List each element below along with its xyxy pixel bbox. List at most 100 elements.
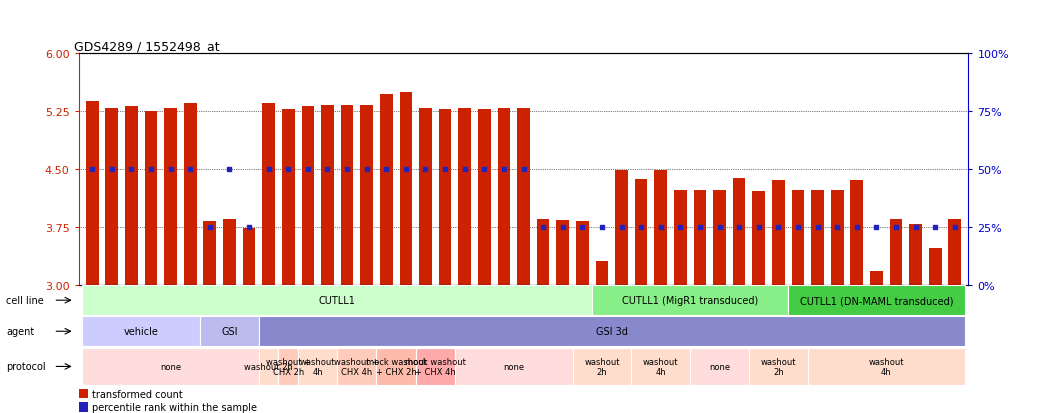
Point bbox=[652, 224, 669, 230]
Bar bbox=[870, 271, 883, 285]
Bar bbox=[83, 317, 200, 346]
Bar bbox=[634, 179, 647, 285]
Bar bbox=[949, 219, 961, 285]
Point bbox=[378, 166, 395, 173]
Point bbox=[476, 166, 493, 173]
Point bbox=[515, 166, 532, 173]
Point bbox=[888, 224, 905, 230]
Point bbox=[495, 166, 512, 173]
Bar bbox=[263, 104, 275, 285]
Bar bbox=[556, 220, 570, 285]
Bar bbox=[380, 95, 393, 285]
Bar bbox=[690, 348, 749, 385]
Point bbox=[868, 224, 885, 230]
Point bbox=[632, 224, 649, 230]
Text: none: none bbox=[709, 362, 730, 371]
Bar bbox=[772, 180, 784, 285]
Point bbox=[280, 166, 296, 173]
Bar bbox=[674, 190, 687, 285]
Point bbox=[848, 224, 865, 230]
Bar bbox=[321, 106, 334, 285]
Bar bbox=[83, 286, 593, 316]
Bar bbox=[377, 348, 416, 385]
Bar bbox=[593, 286, 788, 316]
Text: mock washout
+ CHX 2h: mock washout + CHX 2h bbox=[365, 357, 426, 376]
Text: GSI: GSI bbox=[221, 326, 238, 337]
Point bbox=[124, 166, 140, 173]
Bar bbox=[360, 105, 373, 285]
Point bbox=[417, 166, 433, 173]
Text: cell line: cell line bbox=[6, 295, 44, 306]
Text: washout +
CHX 2h: washout + CHX 2h bbox=[266, 357, 311, 376]
Point bbox=[319, 166, 336, 173]
Point bbox=[789, 224, 806, 230]
Text: CUTLL1: CUTLL1 bbox=[319, 295, 356, 306]
Bar bbox=[788, 286, 964, 316]
Point bbox=[574, 224, 591, 230]
Point bbox=[241, 224, 258, 230]
Point bbox=[338, 166, 355, 173]
Text: CUTLL1 (MigR1 transduced): CUTLL1 (MigR1 transduced) bbox=[622, 295, 758, 306]
Bar bbox=[713, 191, 726, 285]
Point bbox=[299, 166, 316, 173]
Point bbox=[711, 224, 728, 230]
Bar bbox=[576, 221, 588, 285]
Text: agent: agent bbox=[6, 326, 35, 337]
Text: GSI 3d: GSI 3d bbox=[596, 326, 627, 337]
Text: mock washout
+ CHX 4h: mock washout + CHX 4h bbox=[405, 357, 466, 376]
Bar bbox=[830, 191, 844, 285]
Bar bbox=[596, 261, 608, 285]
Point bbox=[456, 166, 473, 173]
Text: none: none bbox=[160, 362, 181, 371]
Bar bbox=[223, 219, 236, 285]
Bar bbox=[83, 348, 259, 385]
Bar bbox=[200, 317, 259, 346]
Point bbox=[809, 224, 826, 230]
Bar bbox=[477, 110, 491, 285]
Text: percentile rank within the sample: percentile rank within the sample bbox=[92, 402, 257, 412]
Point bbox=[907, 224, 923, 230]
Bar bbox=[439, 110, 451, 285]
Bar bbox=[184, 104, 197, 285]
Point bbox=[692, 224, 709, 230]
Point bbox=[731, 224, 748, 230]
Bar bbox=[753, 192, 765, 285]
Bar bbox=[86, 102, 98, 285]
Bar bbox=[616, 170, 628, 285]
Bar bbox=[929, 248, 941, 285]
Text: none: none bbox=[504, 362, 525, 371]
Bar bbox=[850, 181, 863, 285]
Text: washout
2h: washout 2h bbox=[760, 357, 796, 376]
Bar bbox=[340, 106, 354, 285]
Bar bbox=[259, 348, 279, 385]
Bar bbox=[654, 170, 667, 285]
Bar bbox=[282, 110, 294, 285]
Text: washout
4h: washout 4h bbox=[299, 357, 335, 376]
Point bbox=[182, 166, 199, 173]
Bar bbox=[400, 93, 413, 285]
Bar bbox=[203, 221, 217, 285]
Point bbox=[829, 224, 846, 230]
Bar bbox=[890, 219, 903, 285]
Text: transformed count: transformed count bbox=[92, 389, 182, 399]
Point bbox=[770, 224, 786, 230]
Bar bbox=[537, 219, 550, 285]
Text: washout
2h: washout 2h bbox=[584, 357, 620, 376]
Text: vehicle: vehicle bbox=[124, 326, 159, 337]
Bar bbox=[517, 109, 530, 285]
Point bbox=[751, 224, 767, 230]
Point bbox=[672, 224, 689, 230]
Bar bbox=[909, 225, 922, 285]
Bar bbox=[416, 348, 454, 385]
Bar bbox=[79, 402, 88, 412]
Point bbox=[946, 224, 963, 230]
Bar bbox=[811, 191, 824, 285]
Bar bbox=[454, 348, 573, 385]
Point bbox=[142, 166, 159, 173]
Bar bbox=[302, 107, 314, 285]
Bar bbox=[792, 191, 804, 285]
Bar bbox=[164, 109, 177, 285]
Point bbox=[104, 166, 120, 173]
Bar bbox=[459, 109, 471, 285]
Point bbox=[162, 166, 179, 173]
